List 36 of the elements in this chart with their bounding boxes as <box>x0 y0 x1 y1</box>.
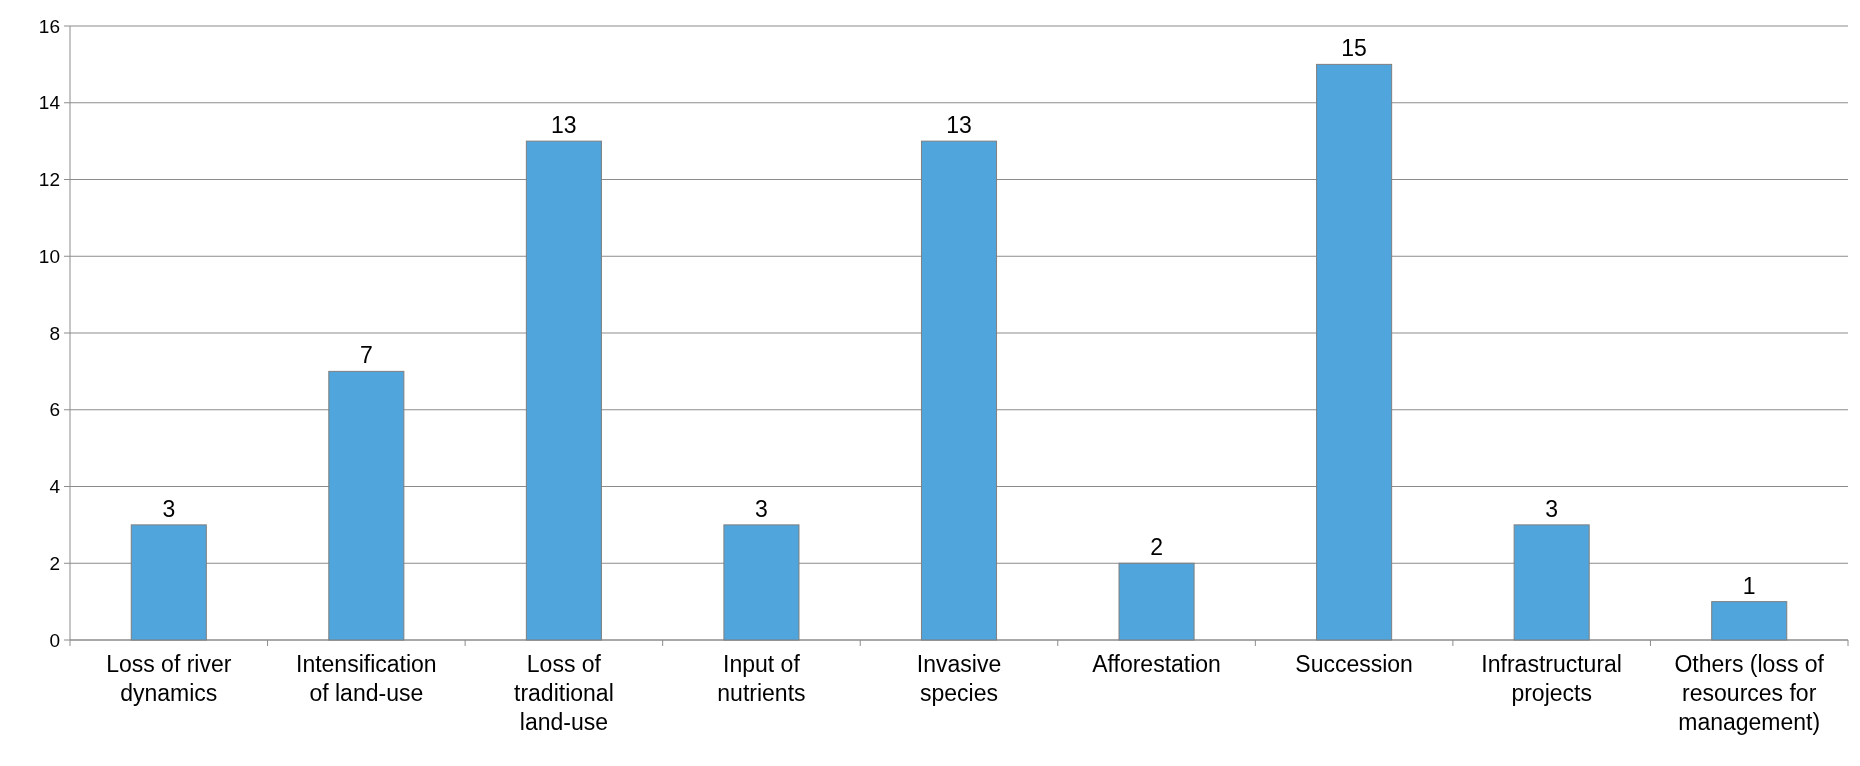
data-label: 3 <box>755 495 768 522</box>
bar <box>525 140 602 641</box>
bar <box>1118 562 1195 641</box>
y-tick-label: 2 <box>49 552 60 574</box>
data-label: 7 <box>359 342 373 369</box>
bar <box>328 370 405 641</box>
bar <box>1316 63 1393 641</box>
x-tick-label: Infrastructural projects <box>1481 651 1622 706</box>
x-tick-label: Invasive species <box>916 651 1002 706</box>
y-tick-label: 16 <box>38 15 60 37</box>
y-tick-label: 6 <box>49 399 60 421</box>
bar <box>1711 601 1788 641</box>
bar <box>1513 524 1590 641</box>
x-tick-label: Afforestation <box>1092 651 1221 677</box>
data-label: 3 <box>162 495 176 522</box>
bar <box>920 140 998 641</box>
x-tick-label: Others (loss of resources for management) <box>1674 651 1825 735</box>
bar <box>723 524 800 641</box>
data-label: 2 <box>1150 534 1163 561</box>
data-label: 13 <box>551 112 577 139</box>
data-label: 15 <box>1341 35 1367 62</box>
x-tick-label: Succession <box>1295 651 1413 677</box>
data-label: 13 <box>946 112 972 139</box>
y-tick-label: 0 <box>49 629 60 651</box>
data-label: 3 <box>1545 495 1559 522</box>
bar <box>130 524 207 641</box>
data-label: 1 <box>1742 572 1756 599</box>
y-tick-label: 14 <box>38 92 61 114</box>
y-tick-label: 4 <box>49 476 61 498</box>
x-tick-label: Loss of traditional land-use <box>514 651 614 735</box>
x-tick-label: Input of nutrients <box>717 651 806 706</box>
y-tick-label: 8 <box>49 322 60 344</box>
y-tick-label: 12 <box>38 169 60 191</box>
x-tick-label: Intensification of land-use <box>296 651 437 706</box>
y-tick-label: 10 <box>38 245 60 267</box>
x-tick-label: Loss of river dynamics <box>106 651 232 706</box>
